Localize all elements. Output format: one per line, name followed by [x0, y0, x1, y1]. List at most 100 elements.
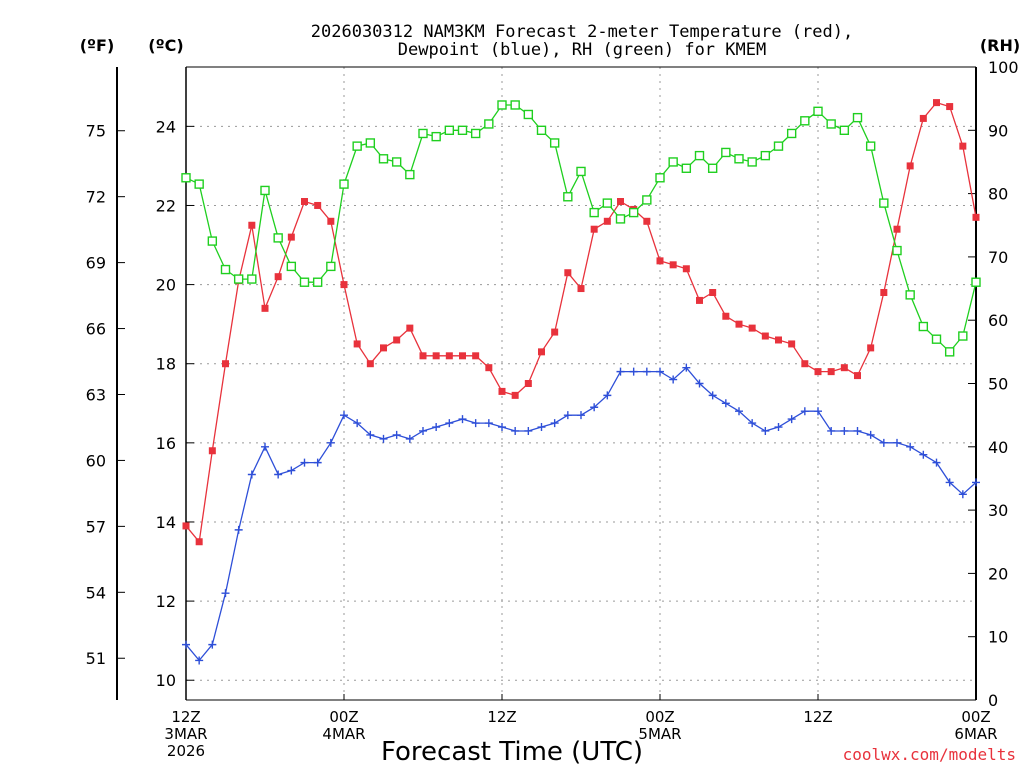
temperature-point [709, 289, 717, 297]
rh-point [536, 125, 547, 136]
temperature-point [498, 387, 506, 395]
rh-point [681, 163, 692, 173]
rh-point [786, 128, 797, 139]
rh-point [800, 116, 810, 126]
rh-point [563, 192, 573, 202]
rh-point [602, 198, 613, 208]
celsius-tick-label: 24 [156, 117, 176, 136]
fahrenheit-tick-label: 72 [86, 188, 106, 207]
rh-point [865, 141, 876, 151]
fahrenheit-tick-label: 66 [86, 320, 106, 339]
dewpoint-point [353, 419, 362, 428]
dewpoint-point [326, 438, 335, 447]
rh-tick-label: 0 [988, 691, 998, 710]
temperature-point [208, 447, 216, 455]
temperature-point [682, 265, 690, 273]
rh-point [233, 274, 244, 284]
dewpoint-point [735, 407, 743, 416]
x-tick-label: 5MAR [638, 725, 681, 743]
dewpoint-point [906, 442, 915, 451]
rh-point [707, 163, 718, 173]
dewpoint-point [274, 470, 283, 479]
rh-point [879, 198, 889, 208]
dewpoint-point [577, 411, 585, 420]
dewpoint-point [300, 458, 309, 467]
temperature-point [775, 336, 782, 344]
rh-line [185, 104, 977, 353]
rh-tick-label: 10 [988, 628, 1008, 647]
dewpoint-point [340, 411, 348, 420]
temperature-point [959, 142, 967, 150]
dewpoint-point [866, 430, 875, 439]
rh-point [260, 185, 270, 196]
temperature-point [419, 352, 427, 360]
x-tick-label: 00Z [329, 708, 358, 726]
rh-point [549, 138, 560, 148]
celsius-tick-label: 16 [156, 434, 176, 453]
dewpoint-point [695, 379, 704, 388]
rh-point [892, 245, 902, 256]
temperature-point [301, 198, 308, 206]
dewpoint-point [182, 640, 190, 649]
rh-point [391, 157, 402, 167]
dewpoint-point [972, 478, 980, 487]
celsius-tick-label: 22 [156, 196, 176, 215]
rh-point [773, 141, 784, 151]
rh-point [918, 321, 929, 332]
dewpoint-point [458, 415, 467, 424]
rh-point [326, 261, 336, 272]
dewpoint-point [708, 391, 717, 400]
temperature-point [656, 257, 664, 265]
dewpoint-point [563, 411, 572, 420]
dewpoint-point [827, 426, 836, 435]
temperature-point [445, 352, 453, 360]
rh-point [365, 138, 376, 148]
dewpoint-point [932, 458, 941, 467]
dewpoint-point [287, 466, 296, 475]
temperature-point [314, 201, 322, 209]
rh-point [470, 128, 481, 139]
celsius-tick-label: 18 [156, 355, 176, 374]
dewpoint-point [524, 426, 533, 435]
rh-point [576, 166, 586, 177]
temperature-point [827, 368, 835, 376]
dewpoint-point [471, 419, 480, 428]
dewpoint-point [498, 423, 506, 432]
temperature-point [485, 364, 493, 372]
dewpoint-point [419, 426, 427, 435]
dewpoint-series [182, 363, 980, 665]
dewpoint-point [669, 375, 678, 384]
rh-point [813, 106, 823, 117]
rh-point [286, 261, 297, 272]
dewpoint-point [814, 407, 822, 416]
temperature-point [669, 261, 677, 269]
dewpoint-point [893, 438, 901, 447]
temperature-point [906, 162, 914, 170]
temperature-point [722, 312, 730, 320]
temperature-point [182, 522, 190, 530]
watermark: coolwx.com/modelts [843, 745, 1016, 764]
celsius-tick-label: 10 [156, 671, 176, 690]
dewpoint-point [405, 434, 414, 443]
x-axis-label: Forecast Time (UTC) [381, 737, 643, 767]
rh-tick-label: 50 [988, 375, 1008, 394]
rh-point [405, 169, 415, 180]
fahrenheit-tick-label: 57 [86, 517, 106, 536]
x-tick-label: 00Z [961, 708, 990, 726]
fahrenheit-tick-label: 51 [86, 649, 106, 668]
rh-point [523, 109, 534, 120]
temperature-point [590, 225, 598, 233]
x-tick-label: 6MAR [954, 725, 997, 743]
rh-tick-label: 20 [988, 564, 1008, 583]
rh-point [431, 131, 441, 142]
temperature-point [643, 217, 651, 225]
temperature-point [432, 352, 440, 360]
celsius-tick-label: 12 [156, 592, 176, 611]
rh-point [931, 334, 942, 344]
rh-point [181, 173, 191, 183]
temperature-point [353, 340, 361, 348]
rh-tick-label: 70 [988, 248, 1008, 267]
rh-point [589, 207, 599, 218]
dewpoint-point [537, 423, 546, 432]
